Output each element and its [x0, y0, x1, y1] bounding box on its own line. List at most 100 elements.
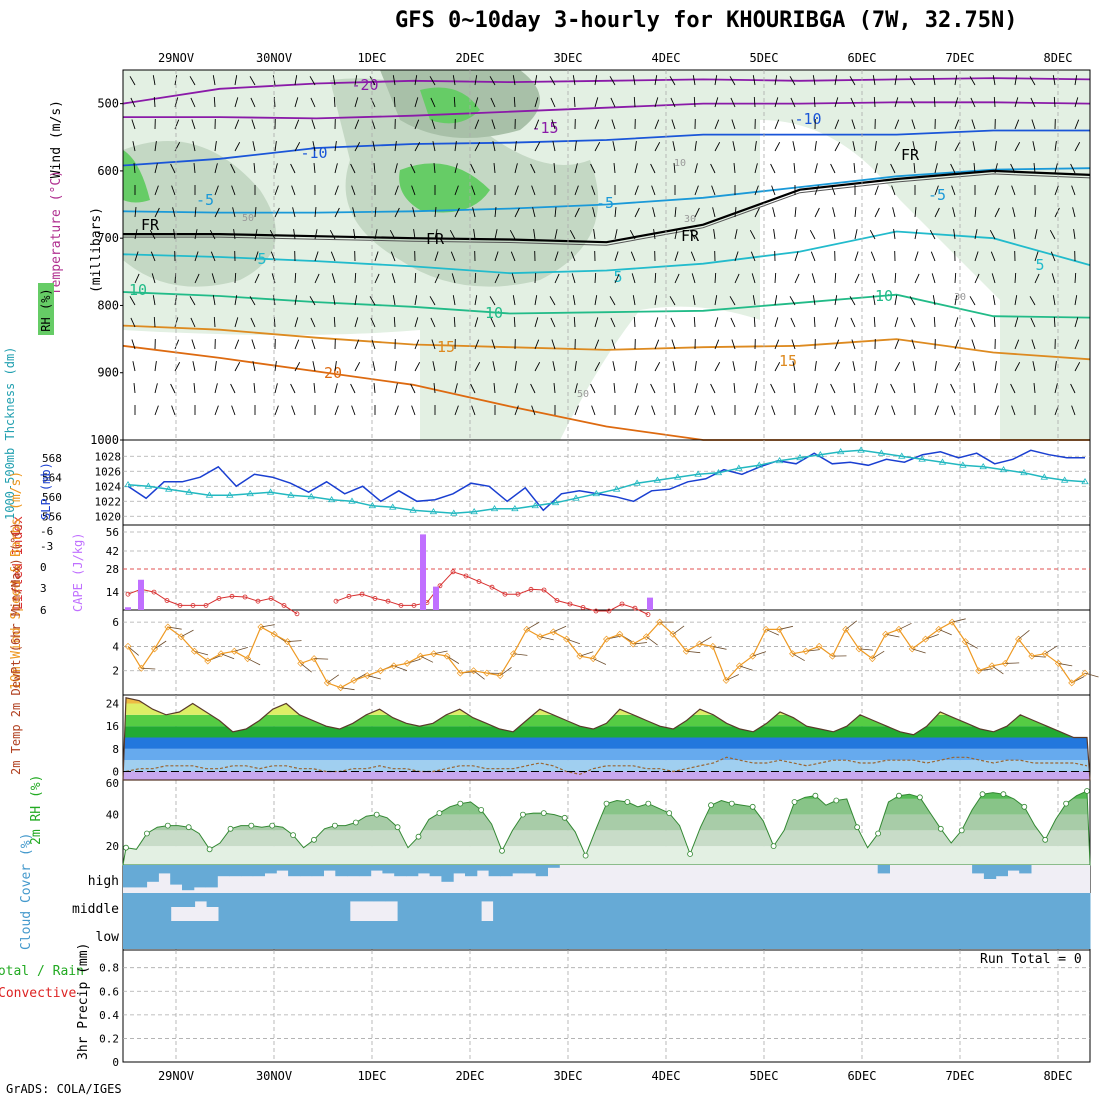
contour-label: FR [426, 230, 445, 248]
wind-barb [894, 339, 900, 350]
cloud-bar [205, 865, 218, 888]
contour-label: -15 [531, 119, 558, 137]
wind-barb [133, 383, 136, 394]
thickness-point [999, 465, 1008, 473]
wind-barb [249, 296, 256, 306]
wind-barb [274, 405, 279, 416]
cloud-bar [1042, 921, 1055, 949]
cloud-bar [994, 893, 1007, 921]
wind-barb [1012, 207, 1016, 218]
wind-barb-10m [473, 670, 485, 680]
cloud-bar [648, 893, 661, 921]
wind-barb [634, 207, 640, 218]
thickness-point [877, 449, 886, 456]
cloud-bar [660, 893, 673, 921]
wind-barb [633, 96, 636, 108]
thickness-point [735, 464, 743, 471]
wind-barb [629, 229, 636, 240]
wind-barb [434, 251, 439, 262]
cloud-bar [158, 921, 172, 949]
wind-speed-point [470, 667, 478, 675]
wind-barb [1013, 229, 1016, 240]
wind-barb [474, 295, 478, 306]
wind-barb-10m [859, 648, 874, 651]
wind-barb [694, 163, 698, 174]
wind-barb [812, 75, 816, 86]
wind-barb [572, 75, 576, 86]
wind-barb [512, 295, 516, 306]
cloud-bar [182, 865, 195, 891]
temp-ylabel: 2m Temp 2m DewPt (6hr Min/Max) (°C) [9, 522, 23, 775]
wind-barb [1074, 97, 1079, 108]
cloud-bar [445, 921, 458, 949]
lifted-index-point [580, 605, 586, 610]
wind-barb [772, 207, 776, 218]
wind-speed-point [656, 618, 664, 626]
wind-barb [150, 251, 156, 262]
lifted-index-point [476, 579, 482, 584]
wind-barb [890, 383, 896, 394]
cloud-bar [358, 865, 372, 877]
wind-barb [694, 185, 699, 196]
wind-barb [430, 97, 436, 108]
wind-barb [394, 405, 399, 416]
wind-barb [131, 119, 136, 130]
wind-barb [694, 383, 698, 394]
contour-label: 20 [324, 364, 342, 382]
rh-ylabel: 2m RH (%) [29, 775, 44, 845]
wind-barb [692, 75, 696, 86]
wind-barb-10m [154, 640, 167, 650]
rh2m-point [1000, 791, 1007, 798]
wind-barb [814, 207, 820, 218]
wind-barb [554, 207, 557, 218]
cape-bar [125, 607, 131, 610]
wind-barb [431, 339, 436, 350]
wind-barb-10m [739, 665, 753, 671]
wind-barb [611, 119, 616, 130]
wind-barb [534, 295, 538, 306]
cloud-bar [347, 865, 360, 877]
wind-barb [534, 119, 540, 130]
wind-barb [674, 229, 678, 240]
cloud-bar [254, 893, 267, 921]
thickness-point [287, 491, 295, 498]
wind-barb [993, 96, 996, 108]
wind-barb [751, 273, 756, 284]
wind-barb [754, 383, 758, 394]
wind-speed-point [842, 625, 850, 633]
wind-barb [249, 76, 256, 86]
wind-barb [954, 97, 959, 108]
cloud-bar [326, 893, 339, 921]
wind-barb [894, 295, 898, 306]
wind-barb [731, 339, 736, 350]
wind-barb [973, 163, 976, 174]
cloud-bar [528, 921, 542, 949]
wind-barb [634, 361, 637, 372]
cloud-bar [1030, 921, 1043, 949]
wind-barb [334, 361, 337, 372]
wind-barb [890, 163, 896, 174]
slp-ylabel: SLP (mb) [39, 462, 53, 520]
thickness-point [450, 509, 458, 516]
cloud-bar [500, 865, 513, 877]
cloud-bar [397, 921, 410, 949]
wind-barb [814, 141, 817, 152]
wind-barb-10m [885, 633, 900, 638]
wind-barb [214, 361, 217, 372]
wind-tick-label: 2 [112, 665, 119, 678]
wind-barb-10m [127, 646, 139, 656]
cloud-bar [648, 921, 661, 949]
wind-barb [450, 251, 456, 262]
wind-barb [414, 295, 418, 306]
wind-barb [929, 229, 936, 240]
wind-barb [251, 339, 256, 350]
wind-barb [492, 141, 496, 152]
lifted-index-tick-label: -6 [40, 525, 53, 538]
wind-barb [432, 141, 436, 152]
wind-barb [809, 229, 816, 240]
wind-barb [1029, 296, 1036, 306]
wind-barb [791, 339, 796, 350]
upper-ylabel-temperature: Temperature (°C) [49, 170, 64, 295]
wind-barb [870, 251, 876, 262]
wind-barb [932, 295, 936, 306]
